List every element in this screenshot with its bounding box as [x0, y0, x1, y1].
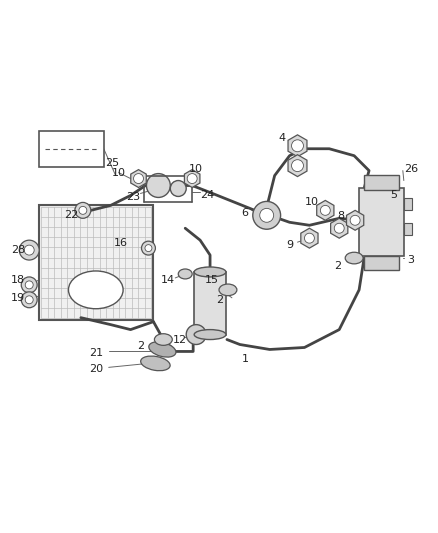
- Ellipse shape: [141, 356, 170, 371]
- Polygon shape: [301, 228, 318, 248]
- Text: 6: 6: [241, 208, 248, 219]
- Text: 10: 10: [112, 167, 126, 177]
- Bar: [359, 189, 404, 256]
- Text: 19: 19: [11, 293, 25, 303]
- Ellipse shape: [155, 334, 172, 345]
- Circle shape: [24, 245, 34, 255]
- Text: 10: 10: [304, 197, 318, 207]
- Polygon shape: [288, 155, 307, 176]
- Circle shape: [253, 201, 281, 229]
- Bar: [404, 198, 412, 211]
- Text: 28: 28: [11, 245, 25, 255]
- Text: 25: 25: [106, 158, 120, 168]
- Circle shape: [350, 215, 360, 225]
- Circle shape: [186, 325, 206, 344]
- Text: 5: 5: [390, 190, 397, 200]
- Text: 8: 8: [338, 211, 345, 221]
- Polygon shape: [346, 211, 364, 230]
- Text: 15: 15: [205, 275, 219, 285]
- Text: 10: 10: [189, 164, 203, 174]
- Text: 2: 2: [334, 261, 341, 271]
- Text: 3: 3: [407, 255, 414, 265]
- Bar: [404, 223, 412, 235]
- Circle shape: [292, 140, 304, 152]
- Text: 20: 20: [89, 365, 103, 374]
- Circle shape: [134, 174, 144, 183]
- Polygon shape: [184, 169, 200, 188]
- Polygon shape: [331, 219, 348, 238]
- Ellipse shape: [194, 267, 226, 277]
- Circle shape: [25, 296, 33, 304]
- Text: 23: 23: [127, 192, 141, 203]
- Ellipse shape: [199, 268, 211, 277]
- Circle shape: [292, 160, 304, 172]
- Circle shape: [75, 203, 91, 219]
- Circle shape: [79, 206, 87, 214]
- Circle shape: [146, 174, 170, 197]
- Polygon shape: [131, 169, 146, 188]
- Circle shape: [320, 205, 330, 215]
- Circle shape: [21, 292, 37, 308]
- Text: 4: 4: [278, 133, 285, 143]
- Ellipse shape: [345, 252, 363, 264]
- Circle shape: [170, 181, 186, 197]
- Text: 21: 21: [89, 349, 103, 359]
- Bar: [39, 205, 153, 320]
- Circle shape: [334, 223, 344, 233]
- Circle shape: [260, 208, 274, 222]
- Text: 2: 2: [137, 342, 144, 351]
- Circle shape: [145, 245, 152, 252]
- Bar: [364, 175, 399, 190]
- Text: 1: 1: [241, 354, 248, 365]
- Circle shape: [141, 241, 155, 255]
- Text: 12: 12: [173, 335, 187, 344]
- Text: 24: 24: [200, 190, 214, 200]
- Text: 9: 9: [286, 240, 293, 250]
- Text: 14: 14: [161, 275, 175, 285]
- Circle shape: [187, 174, 197, 183]
- Ellipse shape: [219, 284, 237, 296]
- Text: 26: 26: [404, 164, 418, 174]
- Circle shape: [21, 277, 37, 293]
- Bar: [364, 256, 399, 270]
- Text: 22: 22: [64, 211, 78, 220]
- Ellipse shape: [149, 342, 176, 357]
- Circle shape: [25, 281, 33, 289]
- Text: 16: 16: [113, 238, 127, 248]
- Circle shape: [19, 240, 39, 260]
- Circle shape: [304, 233, 314, 243]
- Ellipse shape: [194, 329, 226, 340]
- Polygon shape: [317, 200, 334, 220]
- Bar: [194, 272, 226, 335]
- Text: 2: 2: [216, 295, 223, 305]
- Ellipse shape: [68, 271, 123, 309]
- Text: 18: 18: [11, 275, 25, 285]
- Polygon shape: [288, 135, 307, 157]
- Ellipse shape: [178, 269, 192, 279]
- Bar: [39, 131, 104, 167]
